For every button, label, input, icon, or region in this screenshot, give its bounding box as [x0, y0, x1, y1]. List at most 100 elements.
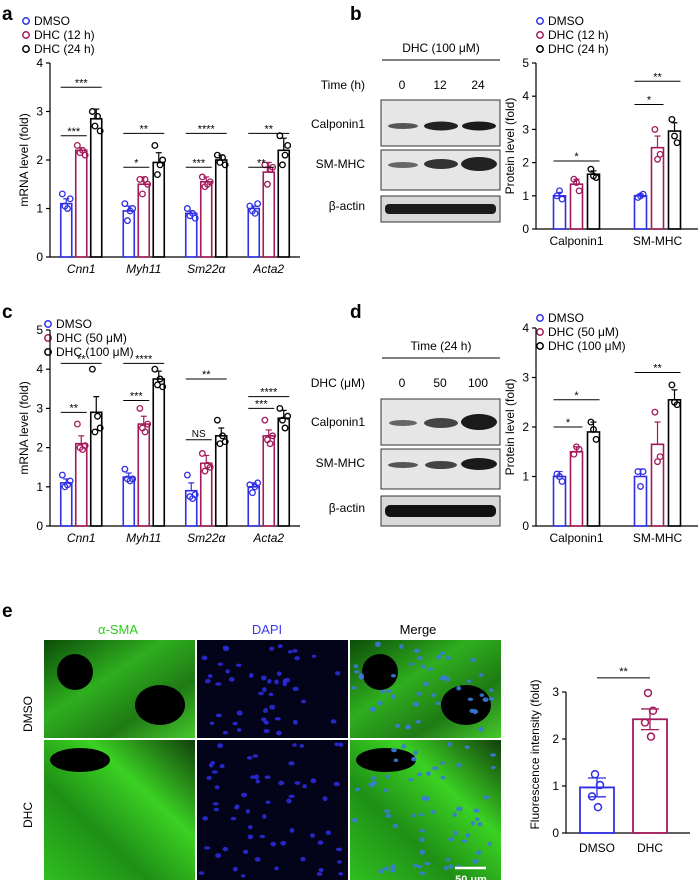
legend-entry: DHC (12 h)	[34, 28, 95, 42]
data-point	[183, 471, 191, 479]
nucleus	[211, 770, 218, 774]
nucleus	[311, 654, 317, 658]
nucleus	[385, 689, 392, 693]
nucleus	[302, 784, 307, 789]
band	[461, 414, 497, 430]
data-point	[587, 418, 595, 426]
significance-label: ***	[192, 157, 206, 169]
bar	[122, 476, 136, 527]
nucleus	[198, 871, 205, 876]
bar	[214, 435, 228, 527]
data-point	[261, 416, 269, 424]
nucleus	[214, 785, 220, 790]
data-point	[558, 478, 566, 485]
nucleus	[262, 814, 267, 819]
nucleus	[416, 692, 423, 696]
nucleus	[472, 858, 479, 864]
nucleus	[417, 772, 423, 777]
nucleus	[419, 871, 426, 875]
data-point	[141, 428, 149, 436]
nucleus	[435, 701, 441, 706]
band	[461, 157, 497, 171]
nucleus	[276, 730, 282, 736]
y-tick-label: 2	[522, 420, 529, 434]
nucleus	[235, 663, 242, 668]
data-point	[590, 426, 597, 433]
y-tick-label: 4	[522, 321, 529, 335]
nucleus	[415, 720, 421, 724]
nucleus	[269, 704, 276, 710]
nucleus	[392, 823, 399, 828]
legend-marker	[22, 45, 30, 53]
data-point	[573, 179, 580, 186]
nucleus	[371, 780, 377, 786]
nucleus	[232, 721, 238, 726]
bar	[184, 212, 198, 258]
data-point	[570, 450, 578, 458]
nucleus	[268, 692, 274, 697]
nucleus	[261, 675, 267, 681]
micro-col-asma: α-SMA	[98, 622, 138, 637]
y-tick-label: 3	[36, 105, 43, 119]
nucleus	[247, 834, 254, 840]
x-tick-label: Calponin1	[549, 234, 603, 248]
data-point	[81, 151, 89, 159]
bar	[586, 431, 601, 527]
blot-b-lane-3: 24	[471, 78, 485, 92]
nucleus	[292, 686, 299, 692]
nucleus	[300, 856, 306, 862]
data-point	[592, 174, 600, 181]
y-tick-label: 2	[522, 156, 529, 170]
data-point	[269, 432, 277, 440]
nucleus	[390, 673, 397, 678]
y-tick-label: 1	[36, 202, 43, 216]
y-tick-label: 2	[552, 732, 559, 746]
y-axis-label: mRNA level (fold)	[17, 113, 31, 206]
data-point	[191, 491, 199, 499]
bar	[277, 417, 291, 527]
data-point	[671, 132, 678, 140]
data-point	[279, 161, 286, 169]
nucleus	[334, 671, 341, 676]
nucleus	[280, 840, 287, 846]
nucleus	[465, 833, 471, 838]
data-point	[639, 468, 647, 475]
scale-bar-label: 50 μm	[455, 874, 487, 886]
nucleus	[278, 780, 285, 786]
nucleus	[215, 682, 222, 686]
nucleus	[248, 825, 253, 830]
significance-label: **	[77, 353, 86, 365]
data-point	[198, 450, 206, 457]
legend-entry: DHC (50 μM)	[548, 325, 619, 339]
legend-entry: DMSO	[34, 14, 70, 28]
nucleus	[353, 670, 360, 674]
data-point	[646, 732, 656, 741]
data-point	[558, 195, 566, 203]
band	[424, 159, 458, 169]
nucleus	[390, 864, 397, 870]
significance-label: ****	[135, 353, 153, 365]
data-point	[248, 489, 256, 497]
data-point	[58, 190, 66, 198]
data-point	[281, 151, 289, 159]
nucleus	[424, 861, 431, 866]
data-point	[151, 141, 159, 149]
nucleus	[413, 648, 421, 653]
nucleus	[289, 828, 295, 833]
nucleus	[405, 724, 411, 730]
nucleus	[203, 846, 211, 850]
y-tick-label: 1	[36, 480, 43, 494]
legend-marker	[22, 31, 30, 39]
nucleus	[426, 771, 431, 776]
nucleus	[431, 693, 436, 698]
data-point	[88, 365, 96, 373]
nucleus	[358, 673, 364, 679]
data-point	[159, 156, 167, 164]
nucleus	[282, 681, 288, 687]
x-tick-label: Cnn1	[67, 531, 96, 545]
y-tick-label: 0	[552, 826, 559, 840]
band	[424, 121, 458, 131]
blot-b-row-smmhc: SM-MHC	[316, 157, 366, 171]
nucleus	[318, 867, 324, 873]
